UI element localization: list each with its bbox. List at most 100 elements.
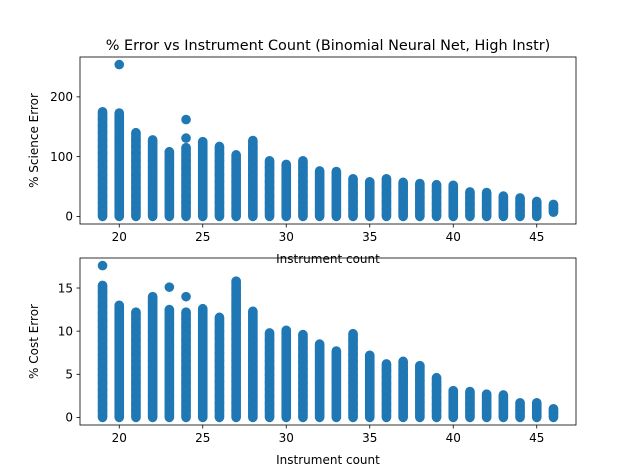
data-point [164,391,175,401]
data-point [147,341,158,352]
data-point [314,211,325,222]
data-point [381,359,392,369]
data-point [231,333,241,344]
data-point [415,211,425,222]
data-point [214,319,225,330]
data-point [314,383,325,393]
data-point [197,378,208,389]
data-point [181,184,191,194]
data-point [248,184,258,194]
data-point [214,362,225,373]
data-point [214,369,225,380]
data-point [131,162,141,173]
data-point [181,114,191,125]
data-point [164,347,175,358]
data-point [431,412,442,423]
x-tick-label: 20 [112,431,127,445]
data-points [97,260,559,423]
data-point [431,392,442,403]
data-point [281,325,292,336]
data-point [248,363,258,373]
data-point [348,412,358,423]
data-point [97,260,108,271]
data-point [348,189,358,199]
data-point [197,310,208,321]
data-point [197,365,208,375]
data-point [214,197,225,208]
x-tick-label: 45 [529,230,544,244]
data-point [197,344,208,355]
data-point [298,357,308,368]
data-point [181,412,191,423]
data-point [415,178,425,189]
data-point [164,412,175,423]
data-point [131,204,141,215]
data-point [114,391,125,402]
data-point [281,174,292,185]
data-point [248,377,258,387]
data-point [197,405,208,416]
data-point [248,327,258,338]
data-point [448,412,459,423]
data-point [348,370,358,381]
data-point [114,156,125,167]
data-point [131,363,141,374]
data-point [97,113,108,124]
data-point [364,412,375,423]
data-point [264,363,275,373]
data-point [298,378,308,388]
data-point [131,377,141,388]
data-point [231,283,241,294]
data-point [531,204,542,214]
data-point [264,405,275,416]
data-point [114,370,125,381]
data-point [314,390,325,401]
data-point [97,197,108,208]
data-point [298,398,308,409]
data-point [248,405,258,416]
data-point [398,204,408,215]
data-point [164,398,175,408]
data-point [398,391,408,402]
data-point [197,164,208,174]
data-point [314,188,325,199]
data-point [114,108,125,118]
data-point [131,384,141,395]
data-point [181,307,191,317]
data-point [364,385,375,395]
data-point [231,319,241,329]
data-point [431,386,442,396]
data-point [164,175,175,186]
x-tick-label: 30 [279,431,294,445]
data-point [114,190,125,201]
data-point [114,142,125,153]
data-point [147,306,158,316]
data-point [164,190,175,200]
data-point [415,412,425,423]
data-point [298,329,308,340]
data-point [197,211,208,222]
data-point [348,211,358,222]
data-point [381,196,392,207]
data-point [164,369,175,380]
data-point [281,167,292,177]
data-point [415,191,425,202]
data-point [131,211,141,222]
data-point [231,184,241,194]
data-point [114,211,125,222]
x-tick-label: 35 [362,230,377,244]
data-point [481,187,492,198]
data-point [331,353,342,364]
data-point [248,135,258,146]
data-point [364,371,375,381]
data-point [131,321,141,332]
data-point [248,313,258,324]
data-point [164,168,175,179]
data-point [281,340,292,350]
data-point [181,391,191,402]
data-point [481,203,492,214]
data-point [381,211,392,222]
data-point [147,190,158,201]
data-point [114,59,125,70]
